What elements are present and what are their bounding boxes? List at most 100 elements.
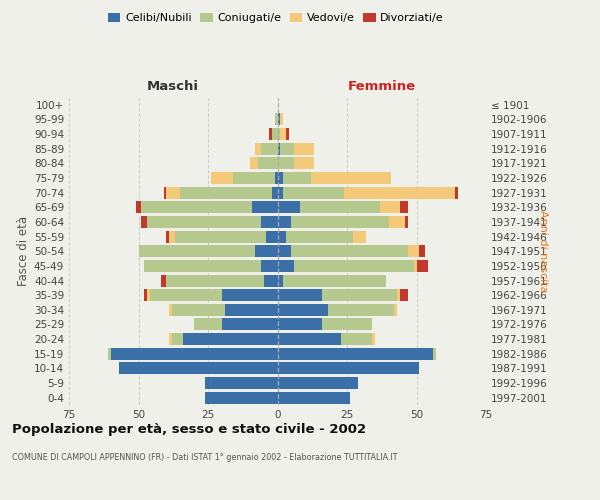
Bar [211, 172, 233, 184]
Bar [224, 304, 277, 316]
Bar [164, 186, 166, 198]
Bar [141, 202, 253, 213]
Bar [222, 289, 277, 301]
Bar [419, 245, 425, 258]
Bar [416, 260, 428, 272]
Y-axis label: Fasce di età: Fasce di età [17, 216, 30, 286]
Bar [394, 304, 397, 316]
Bar [353, 230, 367, 242]
Bar [261, 142, 277, 155]
Bar [414, 260, 416, 272]
Bar [277, 114, 280, 126]
Bar [372, 333, 375, 345]
Bar [277, 128, 280, 140]
Text: Maschi: Maschi [147, 80, 199, 92]
Bar [255, 245, 277, 258]
Bar [166, 186, 180, 198]
Bar [408, 245, 419, 258]
Bar [253, 202, 277, 213]
Bar [400, 202, 408, 213]
Bar [344, 186, 455, 198]
Bar [266, 230, 277, 242]
Bar [389, 216, 406, 228]
Bar [322, 289, 397, 301]
Bar [380, 202, 400, 213]
Bar [233, 172, 275, 184]
Bar [166, 230, 169, 242]
Bar [280, 114, 283, 126]
Bar [172, 304, 224, 316]
Bar [277, 202, 300, 213]
Bar [169, 304, 172, 316]
Bar [400, 289, 408, 301]
Bar [294, 142, 314, 155]
Bar [277, 274, 283, 286]
Bar [300, 202, 380, 213]
Legend: Celibi/Nubili, Coniugati/e, Vedovi/e, Divorziati/e: Celibi/Nubili, Coniugati/e, Vedovi/e, Di… [104, 8, 448, 28]
Bar [147, 289, 149, 301]
Bar [166, 274, 263, 286]
Bar [275, 114, 277, 126]
Bar [283, 186, 344, 198]
Bar [222, 318, 277, 330]
Bar [250, 158, 258, 170]
Bar [277, 362, 419, 374]
Bar [433, 348, 436, 360]
Bar [277, 289, 322, 301]
Bar [277, 186, 283, 198]
Bar [175, 230, 266, 242]
Bar [180, 186, 272, 198]
Bar [272, 186, 277, 198]
Bar [286, 128, 289, 140]
Bar [111, 348, 277, 360]
Bar [294, 260, 414, 272]
Bar [149, 289, 222, 301]
Bar [141, 216, 147, 228]
Bar [277, 348, 433, 360]
Bar [294, 158, 314, 170]
Bar [455, 186, 458, 198]
Text: COMUNE DI CAMPOLI APPENNINO (FR) - Dati ISTAT 1° gennaio 2002 - Elaborazione TUT: COMUNE DI CAMPOLI APPENNINO (FR) - Dati … [12, 454, 398, 462]
Bar [269, 128, 272, 140]
Bar [205, 377, 277, 389]
Bar [194, 318, 222, 330]
Bar [272, 128, 277, 140]
Bar [292, 216, 389, 228]
Bar [277, 333, 341, 345]
Bar [277, 318, 322, 330]
Text: Anni di nascita: Anni di nascita [538, 210, 548, 292]
Text: Femmine: Femmine [347, 80, 416, 92]
Bar [322, 318, 372, 330]
Bar [275, 172, 277, 184]
Bar [277, 216, 292, 228]
Bar [169, 333, 172, 345]
Bar [397, 289, 400, 301]
Bar [280, 142, 294, 155]
Bar [108, 348, 111, 360]
Bar [205, 392, 277, 404]
Bar [286, 230, 353, 242]
Bar [277, 377, 358, 389]
Bar [183, 333, 277, 345]
Bar [277, 142, 280, 155]
Bar [277, 230, 286, 242]
Bar [136, 202, 141, 213]
Bar [161, 274, 166, 286]
Bar [341, 333, 372, 345]
Bar [139, 245, 255, 258]
Bar [277, 158, 294, 170]
Bar [147, 216, 261, 228]
Bar [406, 216, 408, 228]
Bar [277, 260, 294, 272]
Bar [283, 172, 311, 184]
Bar [144, 289, 147, 301]
Bar [261, 216, 277, 228]
Bar [292, 245, 408, 258]
Bar [277, 392, 350, 404]
Bar [261, 260, 277, 272]
Bar [277, 172, 283, 184]
Bar [280, 128, 286, 140]
Bar [263, 274, 277, 286]
Bar [172, 333, 183, 345]
Bar [144, 260, 261, 272]
